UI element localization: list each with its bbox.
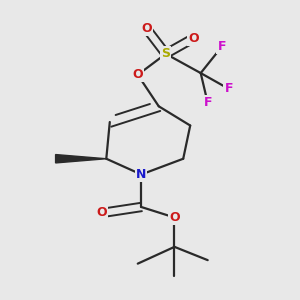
Text: S: S: [161, 47, 170, 60]
Text: O: O: [141, 22, 152, 35]
Text: N: N: [136, 168, 146, 181]
Text: O: O: [97, 206, 107, 219]
Text: O: O: [169, 211, 180, 224]
Polygon shape: [56, 154, 106, 163]
Text: O: O: [188, 32, 199, 45]
Text: F: F: [203, 96, 212, 109]
Text: F: F: [218, 40, 226, 53]
Text: O: O: [132, 68, 143, 81]
Text: F: F: [224, 82, 233, 95]
